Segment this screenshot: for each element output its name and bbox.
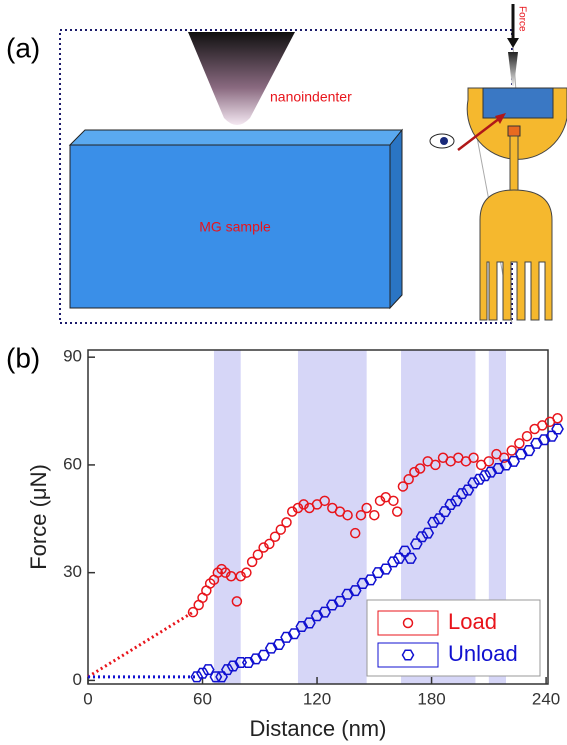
data-point (523, 432, 532, 441)
force-arrow-head (507, 38, 519, 48)
x-axis-label: Distance (nm) (250, 716, 387, 741)
device-joint (508, 126, 520, 136)
nanoindenter-label: nanoindenter (270, 89, 352, 105)
force-label: Force (516, 6, 527, 32)
sample-top (70, 130, 402, 145)
device-sample (483, 88, 553, 118)
data-point (553, 414, 562, 423)
data-point (552, 424, 563, 434)
data-point (282, 518, 291, 527)
y-tick-label: 0 (73, 670, 82, 689)
legend-label: Load (448, 609, 497, 634)
panel-label: (a) (6, 32, 40, 63)
panel-label: (b) (6, 342, 40, 373)
plot: 0 60 120 180 240 0 30 60 90 Distance (nm) Force (μ… (26, 347, 563, 741)
y-axis-label: Force (μN) (26, 464, 51, 570)
device-fork (480, 190, 552, 320)
device-stem (510, 136, 518, 191)
x-tick-label: 240 (532, 689, 560, 708)
data-point (515, 439, 524, 448)
y-tick-label: 30 (63, 562, 82, 581)
legend-label: Unload (448, 641, 518, 666)
x-tick-label: 0 (83, 689, 92, 708)
probe-tip (508, 52, 518, 86)
data-point (507, 446, 516, 455)
extrapolation-line (88, 612, 193, 677)
x-tick-label: 60 (193, 689, 212, 708)
data-point (370, 511, 379, 520)
nanoindenter (188, 32, 295, 125)
shaded-region (214, 350, 241, 684)
y-tick-label: 60 (63, 454, 82, 473)
figure: (a) nanoindenter MG sample Force (b) 0 60… (0, 0, 567, 745)
legend: Load Unload (367, 600, 540, 676)
x-tick-label: 180 (417, 689, 445, 708)
eye-pupil (440, 137, 448, 145)
sample-label: MG sample (199, 219, 271, 235)
data-point (393, 507, 402, 516)
y-tick-label: 90 (63, 347, 82, 366)
x-tick-label: 120 (303, 689, 331, 708)
data-point (389, 496, 398, 505)
sample-side (390, 130, 402, 308)
